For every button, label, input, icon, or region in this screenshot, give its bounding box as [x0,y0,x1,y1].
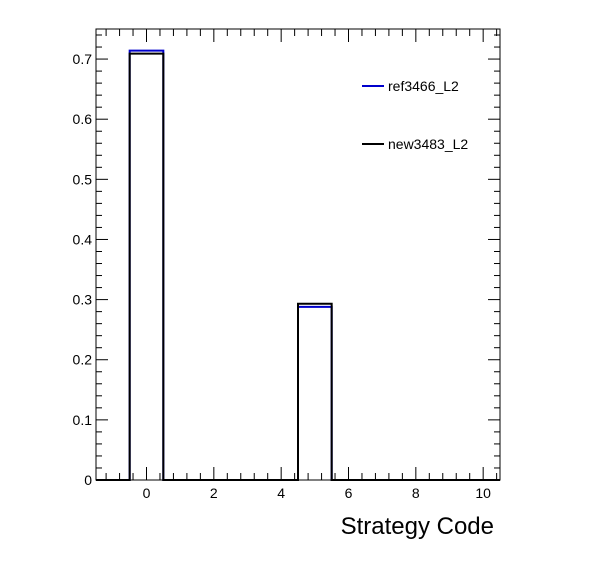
legend-label: ref3466_L2 [388,78,459,94]
histogram-series [96,49,500,481]
series-line [96,52,500,481]
x-tick-label: 6 [345,485,353,501]
x-tick-label: 8 [412,485,420,501]
x-tick-label: 4 [277,485,285,501]
legend-label: new3483_L2 [388,136,468,152]
y-tick-label: 0.5 [73,171,93,187]
x-tick-label: 2 [210,485,218,501]
plot-frame [95,28,501,481]
x-tick-labels: 0 2 4 6 8 10 [143,485,492,501]
y-tick-label: 0 [84,472,92,488]
x-axis-ticks [105,29,498,480]
x-axis-label: Strategy Code [341,513,494,540]
x-tick-label: 0 [143,485,151,501]
series-new3483_L2 [96,52,500,481]
y-tick-label: 0.4 [73,231,93,247]
y-tick-label: 0.3 [73,292,93,308]
bar-ref3466_L2-5 [298,307,332,480]
y-tick-label: 0.6 [73,111,93,127]
y-tick-label: 0.1 [73,412,93,428]
y-tick-label: 0.7 [73,51,93,67]
x-tick-label: 10 [475,485,491,501]
y-tick-label: 0.2 [73,352,93,368]
bar-new3483_L2-5 [298,304,332,480]
bar-ref3466_L2-0 [130,51,164,480]
legend: ref3466_L2 new3483_L2 [362,78,468,152]
y-tick-labels: 0 0.1 0.2 0.3 0.4 0.5 0.6 0.7 [73,51,93,488]
bar-new3483_L2-0 [130,54,164,480]
